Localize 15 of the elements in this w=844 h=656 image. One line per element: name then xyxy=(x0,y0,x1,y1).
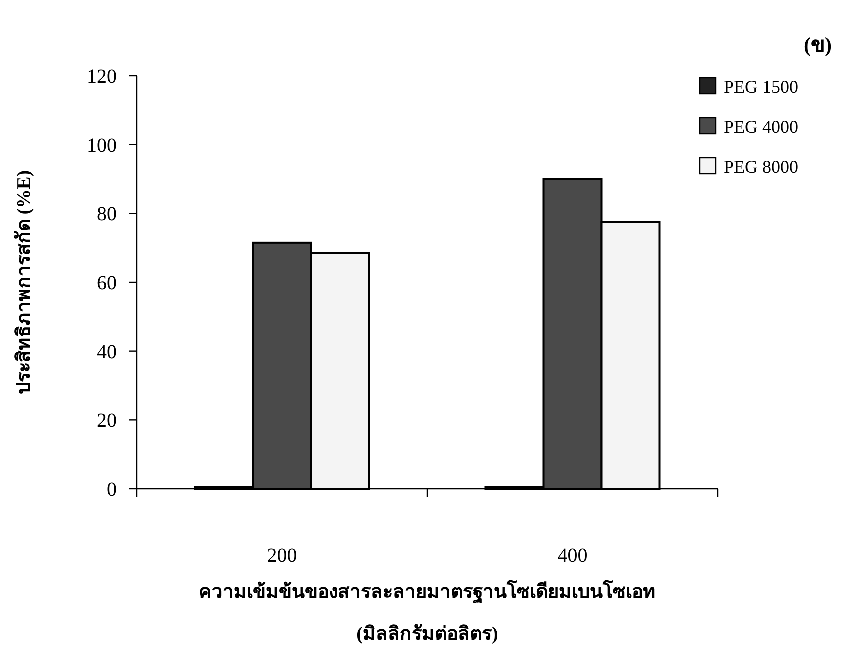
x-tick-label: 200 xyxy=(267,545,298,567)
y-tick-label: 100 xyxy=(87,134,117,157)
y-tick-label: 60 xyxy=(97,272,117,294)
legend-label: PEG 8000 xyxy=(724,157,799,177)
y-tick-label: 20 xyxy=(97,410,117,432)
text: (ข) xyxy=(804,33,832,57)
y-tick-label: 40 xyxy=(97,341,117,364)
legend-label: PEG 4000 xyxy=(724,117,799,137)
legend-label: PEG 1500 xyxy=(724,77,799,97)
y-tick-label: 120 xyxy=(87,66,117,88)
x-axis-title: ความเข้มข้นของสารละลายมาตรฐานโซเดียมเบนโซเอท (มิลลิกรัมต่อลิตร) xyxy=(199,580,656,645)
y-axis-title: ประสิทธิภาพการสกัด (%E) xyxy=(14,170,35,395)
y-tick-label: 80 xyxy=(97,204,117,226)
x-tick-label: 400 xyxy=(558,545,588,567)
y-tick-label: 0 xyxy=(107,479,117,501)
